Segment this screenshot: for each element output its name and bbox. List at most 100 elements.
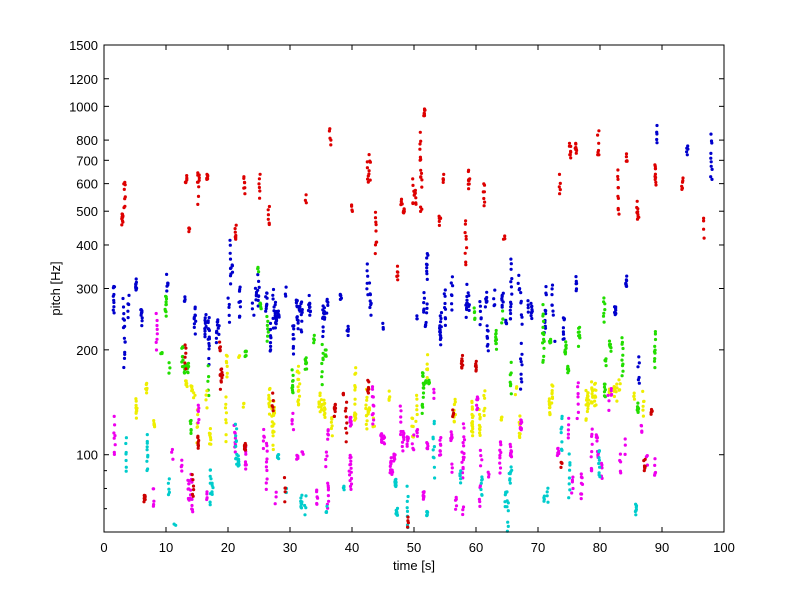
data-point	[300, 500, 304, 504]
x-tick-label: 10	[159, 540, 173, 555]
data-point	[267, 401, 271, 406]
data-point	[135, 286, 139, 290]
data-point	[267, 397, 271, 401]
data-point	[653, 174, 657, 179]
data-point	[632, 394, 636, 398]
data-point	[541, 325, 545, 329]
data-point	[237, 315, 242, 319]
data-point	[498, 448, 502, 452]
data-point	[214, 336, 218, 340]
data-point	[296, 327, 300, 331]
data-point	[312, 341, 316, 345]
data-point	[545, 490, 549, 494]
data-point	[230, 270, 235, 274]
data-point	[345, 400, 349, 404]
data-point	[425, 311, 429, 315]
data-point	[415, 314, 419, 318]
data-point	[271, 447, 275, 452]
data-point	[569, 156, 573, 160]
data-point	[474, 369, 478, 373]
data-point	[387, 397, 391, 401]
data-point	[234, 237, 238, 241]
data-point	[654, 180, 658, 184]
data-point	[450, 275, 454, 279]
data-point	[557, 452, 561, 456]
data-point	[124, 436, 128, 440]
data-point	[467, 182, 471, 186]
data-point	[365, 269, 369, 273]
data-point	[237, 355, 241, 359]
data-point	[366, 274, 370, 278]
data-point	[196, 421, 200, 425]
data-point	[197, 176, 201, 180]
data-point	[596, 148, 601, 153]
data-point	[542, 337, 546, 341]
data-point	[257, 294, 261, 298]
data-point	[152, 419, 156, 423]
data-point	[183, 299, 187, 303]
data-point	[145, 445, 149, 449]
data-point	[155, 323, 159, 328]
data-point	[653, 344, 657, 348]
data-point	[185, 178, 189, 182]
data-point	[271, 434, 275, 438]
data-point	[135, 409, 139, 413]
data-point	[420, 411, 424, 415]
data-point	[492, 297, 496, 301]
data-point	[443, 307, 448, 311]
data-point	[468, 177, 472, 181]
data-point	[441, 180, 445, 184]
data-point	[344, 426, 348, 430]
data-point	[547, 399, 551, 403]
data-point	[256, 304, 260, 308]
data-point	[635, 407, 640, 411]
data-point	[506, 509, 510, 513]
data-point	[655, 137, 659, 142]
data-point	[542, 354, 546, 358]
data-point	[243, 192, 247, 196]
data-point	[353, 388, 357, 392]
data-point	[230, 264, 234, 268]
data-point	[228, 251, 232, 255]
data-point	[576, 330, 580, 334]
data-point	[367, 407, 371, 411]
data-point	[226, 296, 230, 300]
data-point	[634, 507, 639, 511]
data-point	[494, 342, 498, 346]
data-point	[450, 433, 454, 437]
data-point	[269, 335, 273, 339]
data-point	[602, 385, 607, 389]
data-point	[432, 445, 436, 449]
data-point	[171, 457, 175, 461]
data-point	[655, 123, 659, 128]
data-point	[234, 456, 238, 460]
data-point	[479, 481, 483, 485]
data-point	[192, 391, 196, 395]
data-point	[283, 490, 287, 494]
data-point	[268, 386, 272, 391]
data-point	[519, 291, 523, 295]
data-point	[571, 475, 575, 479]
data-point	[134, 411, 138, 415]
data-point	[641, 408, 645, 412]
data-point	[632, 397, 637, 401]
data-point	[425, 256, 429, 260]
data-point	[632, 391, 636, 395]
data-point	[425, 509, 429, 514]
data-point	[450, 308, 454, 312]
data-point	[615, 386, 619, 390]
data-point	[479, 487, 483, 492]
data-point	[124, 458, 128, 463]
data-point	[508, 442, 512, 446]
data-point	[124, 441, 128, 446]
data-point	[349, 487, 353, 491]
data-point	[326, 481, 330, 485]
data-point	[237, 300, 242, 304]
data-point	[623, 443, 627, 447]
data-point	[300, 319, 304, 323]
data-point	[220, 367, 224, 371]
data-point	[453, 400, 457, 404]
data-point	[548, 413, 552, 417]
data-point	[466, 291, 470, 295]
